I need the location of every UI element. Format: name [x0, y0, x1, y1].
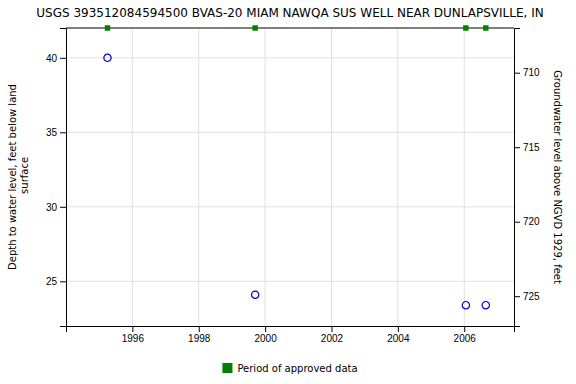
y-axis: 25 30 35 40 — [46, 29, 67, 327]
point — [251, 291, 258, 298]
x-axis: 1996 1998 2000 2002 2004 2006 — [67, 326, 515, 344]
legend-swatch — [222, 363, 232, 373]
axis-line — [515, 29, 521, 327]
tick-mark — [265, 326, 266, 332]
axis-line — [60, 29, 67, 327]
tick: 720 — [514, 216, 540, 227]
plot-area: 1996 1998 2000 2002 2004 2006 25 30 35 40 725 720 71… — [46, 25, 540, 344]
tick-mark — [514, 296, 520, 297]
tick: 25 — [46, 276, 66, 287]
tick-label: 1998 — [188, 333, 211, 344]
tick-label: 40 — [46, 53, 58, 64]
point — [104, 54, 111, 61]
tick-mark — [199, 326, 200, 332]
tick-label: 30 — [46, 202, 58, 213]
tick: 715 — [514, 142, 540, 153]
grid-line-y — [66, 132, 514, 133]
legend-item: Period of approved data — [222, 363, 357, 374]
y-axis-label-line: Depth to water level, feet below land — [7, 84, 18, 270]
tick: 710 — [514, 67, 540, 78]
tick-label: 725 — [523, 291, 540, 302]
title: USGS 393512084594500 BVAS-20 MIAM NAWQA … — [36, 6, 543, 20]
tick: 40 — [46, 53, 66, 64]
legend-label: Period of approved data — [237, 363, 357, 374]
tick-label: 710 — [523, 67, 540, 78]
tick-label: 25 — [46, 276, 58, 287]
tick: 30 — [46, 202, 66, 213]
tick-mark — [132, 326, 133, 332]
grid-line-y — [66, 281, 514, 282]
tick-label: 35 — [46, 127, 58, 138]
tick: 1998 — [188, 326, 211, 344]
tick-label: 715 — [523, 142, 540, 153]
tick-mark — [60, 132, 66, 133]
tick-mark — [398, 326, 399, 332]
tick: 2000 — [254, 326, 277, 344]
tick: 2006 — [454, 326, 477, 344]
tick: 2002 — [321, 326, 344, 344]
point — [462, 301, 469, 308]
tick: 2004 — [387, 326, 410, 344]
tick-mark — [331, 326, 332, 332]
grid-line-y — [66, 57, 514, 58]
square-marker — [483, 25, 488, 30]
tick-label: 2002 — [321, 333, 344, 344]
axis-line — [67, 327, 515, 333]
tick: 35 — [46, 127, 66, 138]
tick-mark — [514, 222, 520, 223]
square-marker — [105, 25, 110, 30]
grid-line-y — [66, 206, 514, 207]
square-marker — [463, 25, 468, 30]
tick-mark — [514, 73, 520, 74]
legend: Period of approved data — [222, 363, 357, 374]
tick-mark — [60, 281, 66, 282]
tick: 725 — [514, 291, 540, 302]
tick-mark — [60, 207, 66, 208]
tick-mark — [464, 326, 465, 332]
tick-label: 720 — [523, 216, 540, 227]
y-axis-label: Depth to water level, feet below land su… — [7, 84, 30, 270]
tick-label: 2000 — [254, 333, 277, 344]
tick-label: 1996 — [122, 333, 145, 344]
y-axis-label-line: surface — [19, 157, 30, 197]
grid — [66, 28, 514, 326]
chart-svg: 1996 1998 2000 2002 2004 2006 25 30 35 40 725 720 71… — [0, 0, 576, 384]
tick-mark — [60, 58, 66, 59]
series — [105, 25, 489, 30]
tick-label: 2004 — [387, 333, 410, 344]
tick-label: 2006 — [454, 333, 477, 344]
y2-axis-label: Groundwater level above NGVD 1929, feet — [552, 70, 563, 284]
tick-mark — [514, 147, 520, 148]
series — [104, 54, 490, 309]
square-marker — [252, 25, 257, 30]
marks — [104, 25, 490, 309]
point — [482, 301, 489, 308]
tick: 1996 — [122, 326, 145, 344]
frame-top — [66, 28, 514, 29]
y2-axis: 725 720 715 710 — [514, 29, 540, 327]
